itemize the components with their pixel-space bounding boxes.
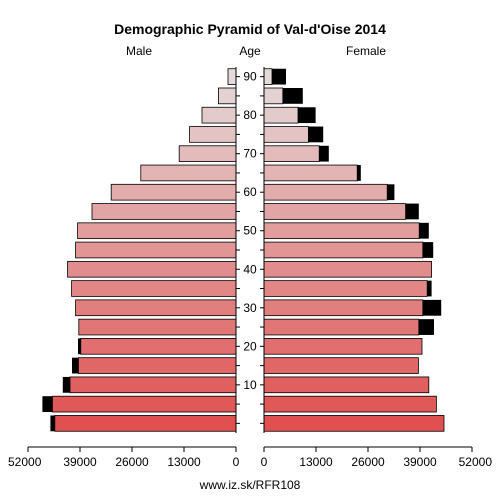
male-bar-65-69 [140, 164, 237, 182]
female-bar-0-4 [263, 415, 445, 432]
female-bar-85-89 [263, 87, 284, 105]
male-bar-60-64 [110, 183, 237, 201]
x-tick-label: 39000 [403, 455, 437, 469]
female-bar-75-79 [263, 126, 309, 143]
chart-title: Demographic Pyramid of Val-d'Oise 2014 [114, 21, 386, 37]
x-tick-label: 0 [233, 455, 240, 469]
female-excess-bar-85-89 [282, 87, 303, 104]
male-bar-75-79 [189, 126, 237, 143]
male-bar-40-44 [67, 260, 237, 278]
male-bar-5-9 [52, 395, 237, 413]
female-bar-90+ [263, 68, 273, 85]
female-bar-50-54 [263, 222, 420, 240]
male-excess-bar-10-14 [62, 376, 70, 393]
female-bar-35-39 [263, 280, 428, 297]
age-label: Age [239, 44, 261, 58]
bars-layer [42, 68, 445, 432]
age-tick-label: 90 [243, 70, 257, 84]
female-bar-25-29 [263, 318, 420, 336]
male-excess-bar-15-19 [72, 357, 79, 374]
female-bar-20-24 [263, 338, 423, 355]
x-tick-label: 52000 [459, 455, 493, 469]
male-bar-15-19 [78, 357, 237, 374]
x-tick-label: 13000 [167, 455, 201, 469]
female-bar-45-49 [263, 241, 424, 259]
male-bar-45-49 [75, 241, 237, 259]
female-bar-65-69 [263, 164, 358, 182]
female-bar-55-59 [263, 203, 407, 220]
age-tick-label: 80 [243, 108, 257, 122]
female-excess-bar-90+ [272, 68, 286, 85]
female-excess-bar-60-64 [387, 184, 395, 201]
age-tick-label: 70 [243, 147, 257, 161]
female-bar-40-44 [263, 260, 433, 278]
age-tick-label: 20 [243, 339, 257, 353]
female-excess-bar-25-29 [418, 319, 434, 335]
female-excess-bar-55-59 [405, 203, 419, 220]
female-bar-70-74 [263, 145, 320, 162]
female-excess-bar-45-49 [422, 242, 434, 258]
male-bar-25-29 [78, 318, 237, 336]
female-excess-bar-35-39 [427, 280, 432, 297]
female-bar-10-14 [263, 376, 430, 394]
male-bar-0-4 [54, 415, 237, 432]
age-tick-label: 30 [243, 301, 257, 315]
male-excess-bar-5-9 [42, 396, 53, 413]
male-bar-80-84 [201, 106, 237, 124]
x-tick-label: 52000 [8, 455, 42, 469]
male-bar-35-39 [71, 280, 237, 297]
female-excess-bar-30-34 [422, 299, 442, 316]
female-bar-80-84 [263, 106, 299, 124]
male-excess-bar-20-24 [78, 338, 81, 355]
female-excess-bar-70-74 [319, 145, 329, 162]
age-tick-label: 40 [243, 262, 257, 276]
x-tick-label: 13000 [299, 455, 333, 469]
x-tick-label: 26000 [351, 455, 385, 469]
x-tick-label: 0 [261, 455, 268, 469]
male-label: Male [126, 44, 152, 58]
female-excess-bar-50-54 [419, 222, 429, 239]
female-excess-bar-75-79 [308, 126, 324, 143]
male-bar-30-34 [75, 299, 237, 317]
female-bar-60-64 [263, 183, 388, 201]
male-bar-90+ [227, 68, 237, 85]
male-bar-70-74 [178, 145, 237, 162]
x-tick-label: 39000 [63, 455, 97, 469]
footer-url: www.iz.sk/RFR108 [199, 478, 301, 492]
female-label: Female [346, 44, 386, 58]
male-bar-10-14 [69, 376, 237, 394]
male-bar-55-59 [91, 203, 237, 220]
female-bar-30-34 [263, 299, 424, 317]
female-excess-bar-65-69 [357, 165, 361, 181]
axes-layer: 10 20 30 40 50 60 70 80 90 52000 39000 26000 13000 0 0… [8, 67, 492, 469]
male-bar-50-54 [77, 222, 237, 240]
male-excess-bar-0-4 [50, 415, 55, 432]
x-tick-label: 26000 [115, 455, 149, 469]
male-bar-85-89 [217, 87, 237, 105]
female-bar-5-9 [263, 395, 437, 413]
female-bar-15-19 [263, 357, 419, 374]
age-tick-label: 10 [243, 378, 257, 392]
female-excess-bar-80-84 [298, 107, 316, 124]
age-tick-label: 60 [243, 185, 257, 199]
age-tick-label: 50 [243, 224, 257, 238]
male-bar-20-24 [80, 338, 237, 355]
